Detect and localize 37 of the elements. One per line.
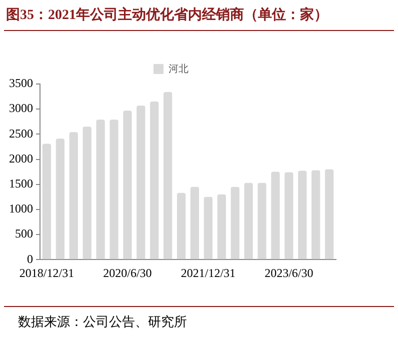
bar bbox=[96, 120, 105, 260]
y-tick-label: 1500 bbox=[9, 176, 33, 190]
y-tick-label: 2000 bbox=[9, 151, 33, 166]
y-tick-label: 2500 bbox=[9, 126, 33, 140]
bar bbox=[164, 92, 172, 260]
bar bbox=[190, 186, 200, 260]
bar bbox=[123, 110, 132, 260]
y-tick-label: 0 bbox=[27, 252, 33, 266]
bar bbox=[258, 182, 266, 260]
source-note: 数据来源：公司公告、研究所 bbox=[18, 313, 187, 331]
bar bbox=[150, 102, 159, 260]
bar bbox=[82, 126, 92, 260]
bar bbox=[230, 186, 240, 260]
bar bbox=[110, 120, 118, 260]
bar bbox=[244, 182, 253, 260]
bar bbox=[42, 144, 52, 260]
bar bbox=[204, 196, 212, 260]
y-tick-label: 3500 bbox=[9, 76, 33, 90]
x-tick-label: 2023/6/30 bbox=[264, 266, 314, 280]
bar bbox=[324, 169, 334, 260]
bar bbox=[284, 172, 294, 260]
bar bbox=[69, 132, 78, 260]
bar bbox=[176, 192, 186, 260]
bar bbox=[271, 172, 280, 260]
x-tick-label: 2020/6/30 bbox=[103, 266, 152, 280]
y-tick-label: 3000 bbox=[9, 101, 33, 116]
bar bbox=[217, 194, 226, 260]
y-tick-label: 1000 bbox=[9, 202, 33, 216]
legend-label: 河北 bbox=[168, 62, 188, 75]
bar bbox=[56, 138, 64, 260]
bar bbox=[136, 106, 146, 260]
x-tick-label: 2021/12/31 bbox=[180, 266, 236, 280]
y-tick-label: 500 bbox=[15, 226, 33, 241]
chart-title: 图35：2021年公司主动优化省内经销商（单位：家） bbox=[6, 6, 328, 24]
bar bbox=[298, 170, 307, 260]
bar bbox=[312, 170, 320, 260]
x-tick-label: 2018/12/31 bbox=[19, 266, 74, 280]
